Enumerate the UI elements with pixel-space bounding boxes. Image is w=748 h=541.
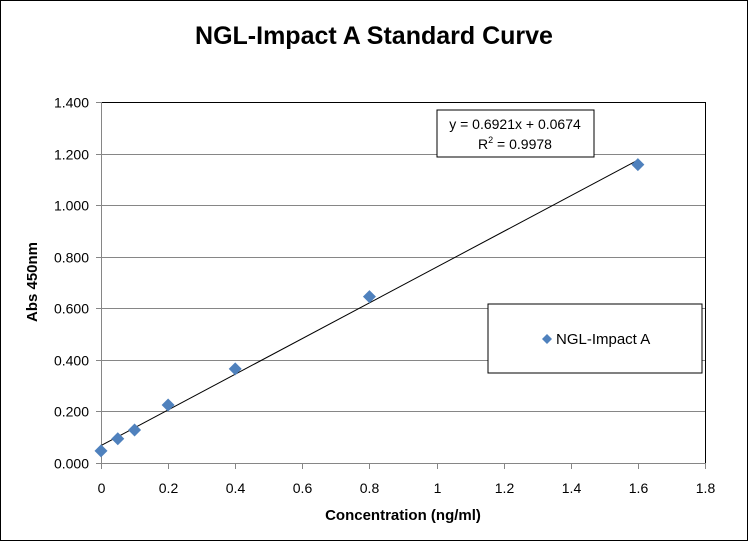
y-tick-label: 0.800: [54, 250, 89, 266]
r-squared-sup: 2: [488, 135, 493, 145]
x-tick-label: 0.2: [159, 480, 179, 496]
x-axis-title: Concentration (ng/ml): [325, 507, 481, 524]
y-axis-title: Abs 450nm: [24, 242, 41, 322]
y-tick-labels: 0.000 0.200 0.400 0.600 0.800 1.000 1.200 1.400: [54, 95, 89, 472]
x-tick-label: 0.8: [360, 480, 380, 496]
legend-marker-shape: [542, 334, 552, 344]
data-point: [128, 423, 142, 437]
y-tick-label: 1.200: [54, 147, 89, 163]
y-tick-label: 0.200: [54, 404, 89, 420]
data-point: [362, 290, 376, 304]
r-squared-prefix: R: [478, 136, 488, 152]
y-tick-label: 0.400: [54, 353, 89, 369]
x-tick-labels: 0 0.2 0.4 0.6 0.8 1 1.2 1.4 1.6 1.8: [98, 480, 716, 496]
r-squared-label: R2 = 0.9978: [478, 135, 552, 152]
y-tick-label: 1.000: [54, 198, 89, 214]
chart-title: NGL-Impact A Standard Curve: [195, 22, 553, 50]
equation-box-border: [436, 109, 595, 158]
x-tick-label: 1: [434, 480, 442, 496]
data-point: [161, 398, 175, 412]
trendline-equation: y = 0.6921x + 0.0674: [449, 116, 581, 132]
data-point: [94, 444, 108, 458]
data-points: [94, 158, 645, 458]
r-squared-value: = 0.9978: [493, 136, 552, 152]
x-tick-label: 0.4: [226, 480, 246, 496]
y-tick-label: 0.600: [54, 301, 89, 317]
legend-border: [487, 303, 703, 374]
data-point: [111, 432, 125, 446]
x-tick-label: 1.4: [562, 480, 582, 496]
legend-label: NGL-Impact A: [556, 331, 650, 348]
x-tick-label: 1.6: [629, 480, 649, 496]
x-tick-label: 1.8: [696, 480, 716, 496]
x-tick-label: 1.2: [495, 480, 515, 496]
x-tick-label: 0: [98, 480, 106, 496]
data-point: [631, 158, 645, 172]
data-point: [228, 362, 242, 376]
x-tick-label: 0.6: [293, 480, 313, 496]
y-tick-label: 0.000: [54, 456, 89, 472]
axes: [96, 102, 706, 469]
legend: NGL-Impact A: [487, 303, 703, 374]
equation-box: y = 0.6921x + 0.0674 R2 = 0.9978: [436, 109, 595, 158]
y-tick-label: 1.400: [54, 95, 89, 111]
legend-marker-diamond-icon: [542, 334, 552, 344]
